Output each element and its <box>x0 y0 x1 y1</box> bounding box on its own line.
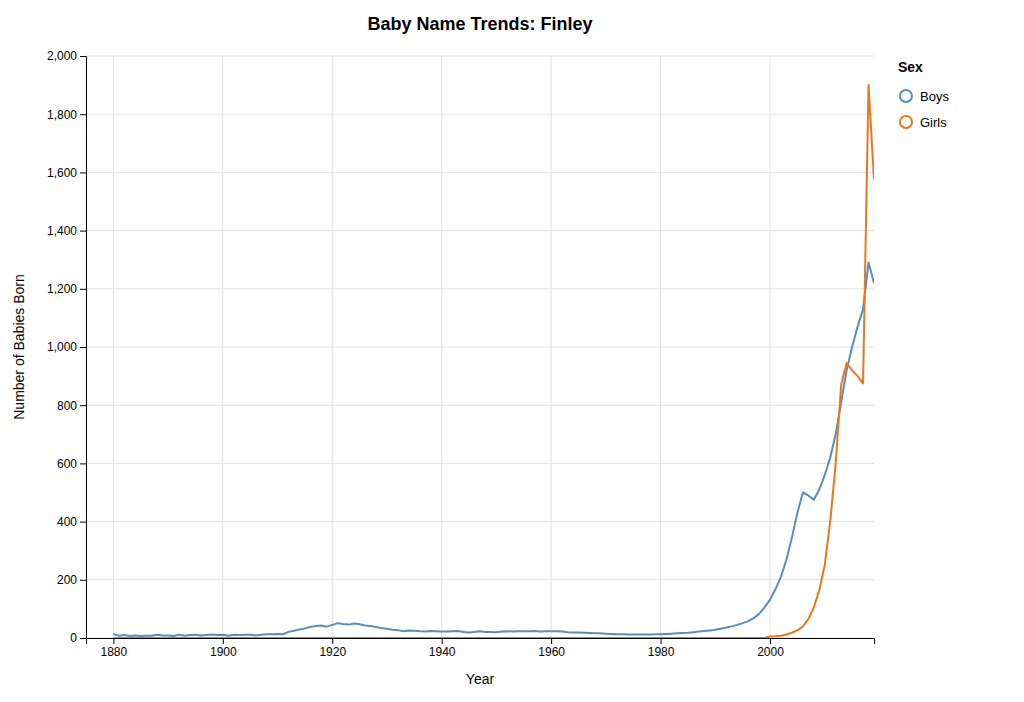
grid-line-y <box>86 347 874 348</box>
tick: 1980 <box>648 638 675 659</box>
tick-mark <box>442 638 443 644</box>
tick-mark <box>332 638 333 644</box>
tick-label: 2,000 <box>47 49 77 63</box>
grid-line-x <box>770 56 771 638</box>
tick-label: 0 <box>70 631 77 645</box>
tick: 1900 <box>210 638 237 659</box>
grid-line-y <box>86 463 874 464</box>
legend-item: Boys <box>900 89 949 104</box>
legend: Sex Boys Girls <box>898 59 949 130</box>
grid-line-y <box>86 56 874 57</box>
tick-label: 1900 <box>210 645 237 659</box>
grid-line-y <box>86 521 874 522</box>
lines <box>113 85 874 638</box>
tick: 0 <box>70 631 86 645</box>
title: Baby Name Trends: Finley <box>367 14 592 34</box>
tick-mark <box>80 463 86 464</box>
tick-mark <box>80 405 86 406</box>
grid-line-y <box>86 579 874 580</box>
grid-line-y <box>86 230 874 231</box>
axis-line <box>80 57 87 639</box>
y-axis: 0 200 400 600 800 1,000 1,200 1,400 1,600 1,800 2,… <box>47 49 87 645</box>
plot-area: 1880 1900 1920 1940 1960 1980 2000 0 200 400 600 80… <box>47 49 875 658</box>
grid-line-x <box>551 56 552 638</box>
tick: 2000 <box>757 638 784 659</box>
grid-line-x <box>222 56 223 638</box>
tick-label: 1880 <box>101 645 128 659</box>
tick-label: 600 <box>57 457 77 471</box>
x-axis-title: Year <box>466 671 495 687</box>
tick-label: 1960 <box>538 645 565 659</box>
tick: 400 <box>57 515 86 529</box>
tick-mark <box>661 638 662 644</box>
grid-line-x <box>332 56 333 638</box>
tick: 1,600 <box>47 166 86 180</box>
grid <box>86 56 874 638</box>
grid-line-y <box>86 114 874 115</box>
tick: 2,000 <box>47 49 86 63</box>
legend-title: Sex <box>898 59 923 75</box>
legend-label: Girls <box>920 115 947 130</box>
tick: 600 <box>57 457 86 471</box>
tick-mark <box>80 231 86 232</box>
y-axis-title: Number of Babies Born <box>11 274 27 420</box>
tick: 800 <box>57 399 86 413</box>
series-line <box>113 263 874 636</box>
axis-line <box>87 639 875 645</box>
tick-mark <box>80 347 86 348</box>
tick-label: 1,800 <box>47 108 77 122</box>
tick-mark <box>551 638 552 644</box>
grid-line-y <box>86 172 874 173</box>
legend-swatch <box>900 116 912 128</box>
tick-label: 200 <box>57 573 77 587</box>
grid-line-y <box>86 405 874 406</box>
tick-mark <box>80 580 86 581</box>
tick-label: 1,200 <box>47 282 77 296</box>
legend-label: Boys <box>920 89 949 104</box>
legend-swatch <box>900 90 912 102</box>
tick: 1,400 <box>47 224 86 238</box>
tick: 1920 <box>319 638 346 659</box>
x-axis: 1880 1900 1920 1940 1960 1980 2000 <box>87 638 875 659</box>
tick: 200 <box>57 573 86 587</box>
tick-mark <box>80 172 86 173</box>
tick: 1960 <box>538 638 565 659</box>
tick: 1880 <box>101 638 128 659</box>
tick-mark <box>80 114 86 115</box>
tick-label: 2000 <box>757 645 784 659</box>
tick-label: 1940 <box>429 645 456 659</box>
tick: 1,000 <box>47 340 86 354</box>
grid-line-x <box>660 56 661 638</box>
chart: 1880 1900 1920 1940 1960 1980 2000 0 200 400 600 80… <box>0 0 1024 702</box>
tick: 1,200 <box>47 282 86 296</box>
tick-label: 1,400 <box>47 224 77 238</box>
tick-label: 1,600 <box>47 166 77 180</box>
grid-line-x <box>441 56 442 638</box>
tick-label: 400 <box>57 515 77 529</box>
tick: 1940 <box>429 638 456 659</box>
grid-line-y <box>86 288 874 289</box>
tick-mark <box>80 522 86 523</box>
tick-label: 1920 <box>319 645 346 659</box>
tick-label: 1980 <box>648 645 675 659</box>
legend-item: Girls <box>900 115 947 130</box>
tick-mark <box>113 638 114 644</box>
tick-mark <box>770 638 771 644</box>
tick-label: 1,000 <box>47 340 77 354</box>
tick-mark <box>80 289 86 290</box>
series-line <box>113 85 874 638</box>
tick: 1,800 <box>47 108 86 122</box>
grid-line-x <box>113 56 114 638</box>
tick-mark <box>223 638 224 644</box>
tick-mark <box>80 56 86 57</box>
tick-mark <box>80 638 86 639</box>
tick-label: 800 <box>57 399 77 413</box>
